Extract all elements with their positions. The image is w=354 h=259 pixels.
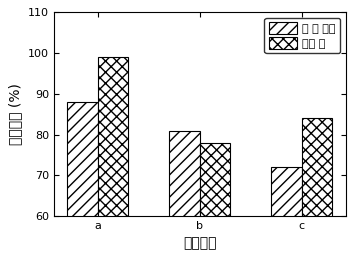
Bar xyxy=(271,167,302,259)
Bar xyxy=(302,118,332,259)
Bar xyxy=(98,57,128,259)
Bar xyxy=(67,102,98,259)
Bar xyxy=(200,143,230,259)
Bar xyxy=(169,131,200,259)
Y-axis label: 光降解率 (%): 光降解率 (%) xyxy=(8,83,22,145)
X-axis label: 光催化剂: 光催化剂 xyxy=(183,237,216,251)
Legend: 环 丙 沙星, 四环 素: 环 丙 沙星, 四环 素 xyxy=(264,18,340,53)
